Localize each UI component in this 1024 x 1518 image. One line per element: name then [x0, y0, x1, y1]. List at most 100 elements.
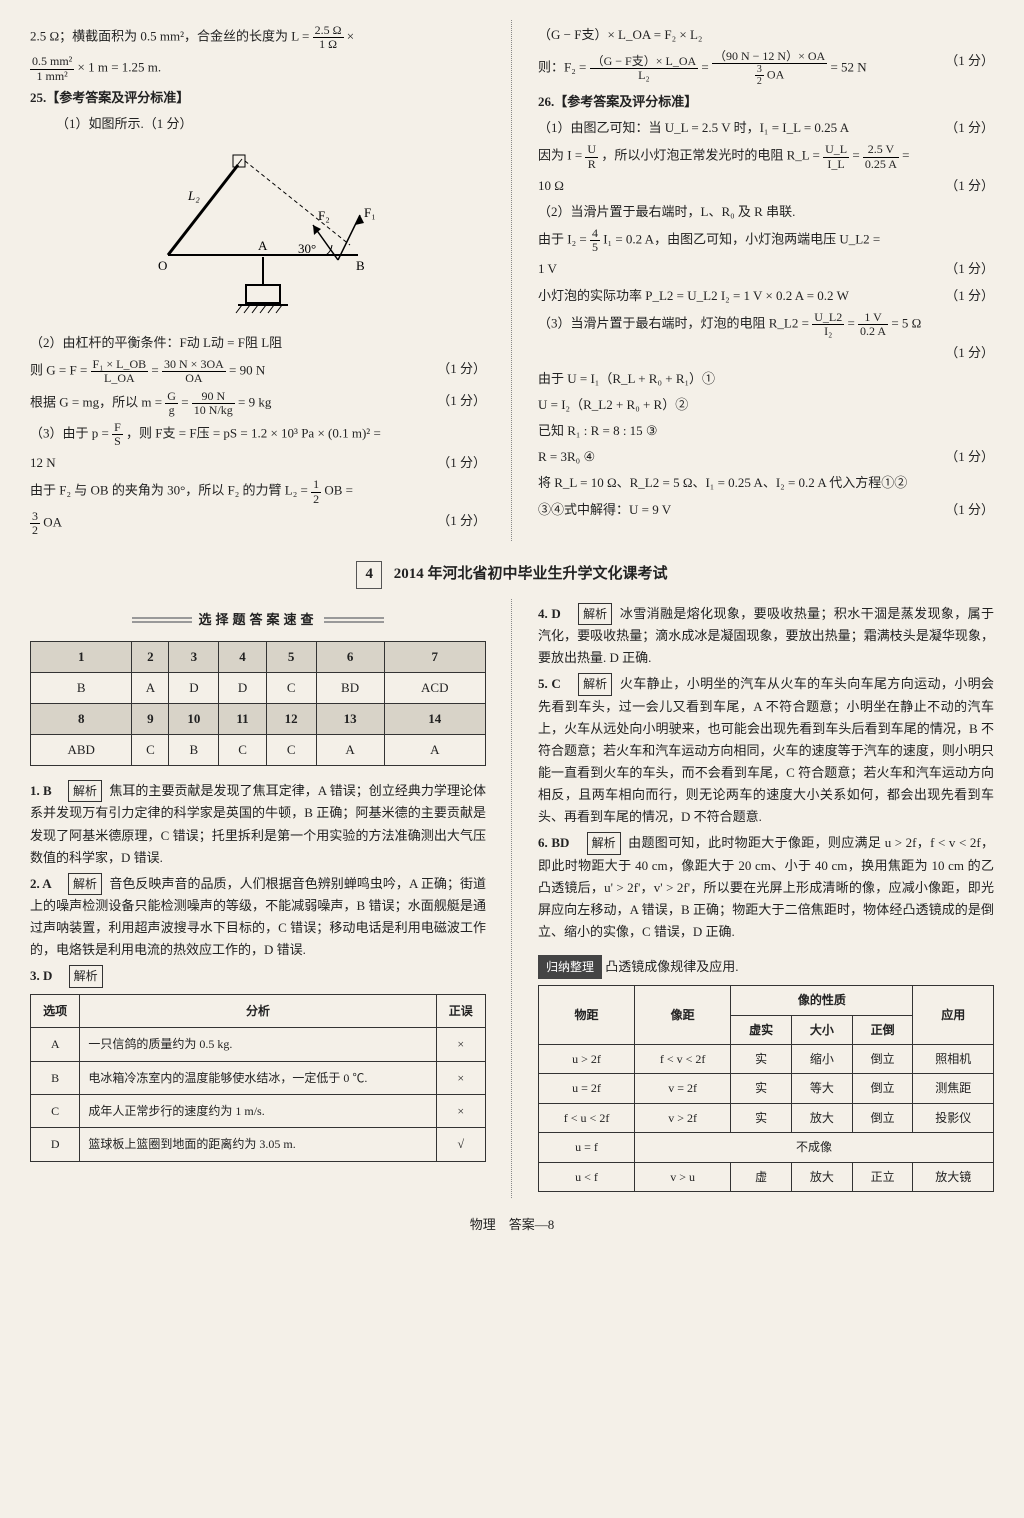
text: ，所以小灯泡正常发光时的电阻 R_L = — [601, 148, 823, 163]
svg-text:L₂: L₂ — [187, 188, 200, 203]
answer-tag: 4. D — [538, 606, 561, 621]
text: × — [347, 29, 354, 44]
text: = 90 N — [229, 363, 265, 378]
cell: 1 — [31, 641, 132, 672]
score: （1 分） — [437, 358, 486, 380]
text: = — [902, 148, 909, 163]
cell: 8 — [31, 703, 132, 734]
cell: f < u < 2f — [539, 1103, 635, 1132]
table-row: A 一只信鸽的质量约为 0.5 kg. × — [31, 1028, 486, 1061]
line: （2）当滑片置于最右端时，L、R₀ 及 R 串联. — [538, 201, 994, 223]
cell: 实 — [731, 1103, 792, 1132]
answer-tag: 6. BD — [538, 835, 569, 850]
line: U = I₂（R_L2 + R₀ + R）② — [538, 394, 994, 416]
cell: 一只信鸽的质量约为 0.5 kg. — [80, 1028, 436, 1061]
bottom-right: 4. D 解析 冰雪消融是熔化现象，要吸收热量；积水干涸是蒸发现象，属于汽化，要… — [538, 599, 994, 1198]
svg-text:O: O — [158, 258, 167, 273]
answer-tag: 5. C — [538, 676, 561, 691]
fraction: （90 N − 12 N）× OA 32 OA — [712, 50, 827, 87]
cell: f < v < 2f — [635, 1045, 731, 1074]
solution-2: 2. A 解析 音色反映声音的品质，人们根据音色辨别蝉鸣虫吟，A 正确；街道上的… — [30, 873, 486, 962]
cell: 篮球板上篮圈到地面的距离约为 3.05 m. — [80, 1128, 436, 1161]
line: 已知 R₁ : R = 8 : 15 ③ — [538, 420, 994, 442]
svg-text:F₂: F₂ — [318, 208, 330, 223]
text: 则：F₂ = — [538, 60, 590, 75]
summary-block: 归纳整理 凸透镜成像规律及应用. — [538, 947, 994, 979]
text: （1）由图乙可知：当 U_L = 2.5 V 时，I₁ = I_L = 0.25… — [538, 120, 849, 135]
line: （3）由于 p = FS ，则 F支 = F压 = pS = 1.2 × 10³… — [30, 421, 486, 448]
line: 由于 I₂ = 45 I₁ = 0.2 A，由图乙可知，小灯泡两端电压 U_L2… — [538, 227, 994, 254]
explain-label: 解析 — [68, 780, 102, 802]
fraction: FS — [112, 421, 123, 448]
score: （1 分） — [945, 446, 994, 468]
option-analysis-table: 选项 分析 正误 A 一只信鸽的质量约为 0.5 kg. × B 电冰箱冷冻室内… — [30, 994, 486, 1162]
fraction: F₁ × L_OBL_OA — [91, 358, 149, 385]
line: 根据 G = mg，所以 m = Gg = 90 N10 N/kg = 9 kg… — [30, 390, 486, 417]
line: R = 3R₀ ④ （1 分） — [538, 446, 994, 468]
fraction: 32 — [30, 510, 40, 537]
bottom-left: 选择题答案速查 1 2 3 4 5 6 7 B A D D C BD ACD 8 — [30, 599, 486, 1198]
table-row: B 电冰箱冷冻室内的温度能够使水结冰，一定低于 0 ℃. × — [31, 1061, 486, 1094]
score: （1 分） — [538, 342, 994, 364]
cell: u > 2f — [539, 1045, 635, 1074]
line: 则：F₂ = （G − F支）× L_OAL₂ = （90 N − 12 N）×… — [538, 50, 994, 87]
table-row: 选项 分析 正误 — [31, 994, 486, 1027]
text: （3）当滑片置于最右端时，灯泡的电阻 R_L2 = — [538, 315, 812, 330]
explain-label: 解析 — [578, 603, 612, 625]
score: （1 分） — [945, 175, 994, 197]
table-row: ABD C B C C A A — [31, 734, 486, 765]
q25-heading: 25.【参考答案及评分标准】 — [30, 87, 486, 109]
fraction: UR — [585, 143, 598, 170]
fraction: 2.5 V0.25 A — [863, 143, 899, 170]
text: 10 Ω — [538, 178, 564, 193]
table-row: C 成年人正常步行的速度约为 1 m/s. × — [31, 1094, 486, 1127]
cell: 投影仪 — [913, 1103, 994, 1132]
text: R = 3R₀ ④ — [538, 449, 595, 464]
diagram-svg: O B A F₁ F₂ 30° L₂ — [128, 145, 388, 315]
q26-heading: 26.【参考答案及评分标准】 — [538, 91, 994, 113]
solution-4: 4. D 解析 冰雪消融是熔化现象，要吸收热量；积水干涸是蒸发现象，属于汽化，要… — [538, 603, 994, 670]
quick-answer-header: 选择题答案速查 — [30, 609, 486, 631]
cell: v > u — [635, 1162, 731, 1191]
cell: v > 2f — [635, 1103, 731, 1132]
cell: 14 — [384, 703, 485, 734]
table-row: 1 2 3 4 5 6 7 — [31, 641, 486, 672]
text: 由于 F₂ 与 OB 的夹角为 30°，所以 F₂ 的力臂 L₂ = — [30, 483, 311, 498]
cell: 虚 — [731, 1162, 792, 1191]
text: 则 G = F = — [30, 363, 91, 378]
table-row: u > 2f f < v < 2f 实 缩小 倒立 照相机 — [539, 1045, 994, 1074]
line: ③④式中解得：U = 9 V （1 分） — [538, 499, 994, 521]
cell: 12 — [266, 703, 316, 734]
score: （1 分） — [437, 390, 486, 412]
explain-label: 解析 — [68, 873, 102, 895]
lever-diagram: O B A F₁ F₂ 30° L₂ — [30, 145, 486, 322]
text: = 5 Ω — [891, 315, 921, 330]
answer-tag: 1. B — [30, 783, 52, 798]
svg-text:B: B — [356, 258, 365, 273]
right-column: （G − F支）× L_OA = F₂ × L₂ 则：F₂ = （G − F支）… — [538, 20, 994, 541]
cell: ACD — [384, 672, 485, 703]
cell: 11 — [219, 703, 266, 734]
text: 12 N — [30, 455, 56, 470]
cell: 大小 — [791, 1015, 852, 1044]
text: OA — [43, 514, 62, 529]
cell: 倒立 — [852, 1074, 913, 1103]
cell: C — [266, 734, 316, 765]
score: （1 分） — [945, 258, 994, 280]
column-divider — [511, 20, 513, 541]
cell: ABD — [31, 734, 132, 765]
cell: C — [132, 734, 169, 765]
line: 10 Ω （1 分） — [538, 175, 994, 197]
page-footer: 物理 答案—8 — [30, 1214, 994, 1236]
cell: B — [31, 672, 132, 703]
cell: C — [31, 1094, 80, 1127]
cell: 照相机 — [913, 1045, 994, 1074]
score: （1 分） — [437, 510, 486, 532]
cell: A — [31, 1028, 80, 1061]
cell: 2 — [132, 641, 169, 672]
line: 因为 I = UR ，所以小灯泡正常发光时的电阻 R_L = U_LI_L = … — [538, 143, 994, 170]
cell: 9 — [132, 703, 169, 734]
line: 12 N （1 分） — [30, 452, 486, 474]
text: （3）由于 p = — [30, 426, 112, 441]
score: （1 分） — [437, 452, 486, 474]
